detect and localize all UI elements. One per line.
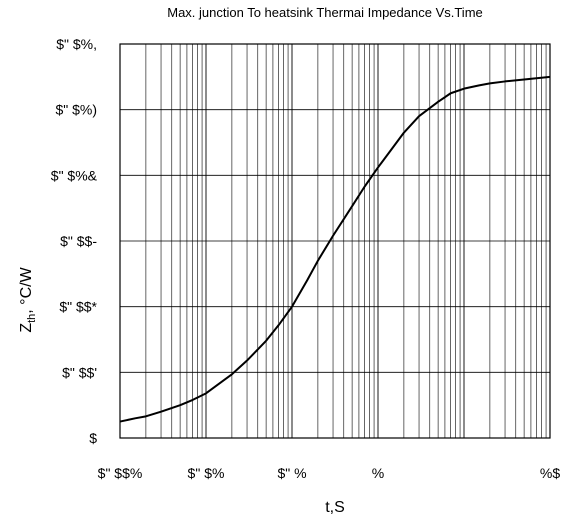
x-tick-label: $" $$% bbox=[98, 465, 143, 481]
tick-labels: $" $$% $" $% $" %% %$ $ $" $$' $" $$* $" $$- $" … bbox=[51, 36, 561, 481]
y-tick-label: $" $$- bbox=[60, 233, 97, 249]
series-line bbox=[119, 75, 551, 423]
y-axis-label-main: Z bbox=[18, 323, 35, 333]
series-group bbox=[119, 75, 551, 423]
y-tick-label: $ bbox=[89, 430, 97, 446]
y-axis-label: Zth, °C/W bbox=[18, 266, 38, 332]
y-tick-label: $" $$' bbox=[62, 364, 97, 380]
chart-title: Max. junction To heatsink Thermai Impeda… bbox=[167, 5, 483, 20]
x-tick-label: $" % bbox=[277, 465, 306, 481]
x-tick-label: % bbox=[372, 465, 384, 481]
grid bbox=[119, 43, 550, 439]
y-tick-label: $" $%& bbox=[51, 167, 98, 183]
y-tick-label: $" $$* bbox=[59, 299, 97, 315]
plot-area-border bbox=[119, 43, 551, 439]
x-axis-label: t,S bbox=[325, 499, 345, 516]
y-tick-label: $" $%, bbox=[56, 36, 97, 52]
y-axis-label-sub: th bbox=[26, 314, 38, 323]
y-tick-label: $" $%) bbox=[55, 102, 97, 118]
x-tick-label: %$ bbox=[540, 465, 560, 481]
y-axis-label-rest: , °C/W bbox=[18, 266, 35, 313]
x-tick-label: $" $% bbox=[188, 465, 225, 481]
